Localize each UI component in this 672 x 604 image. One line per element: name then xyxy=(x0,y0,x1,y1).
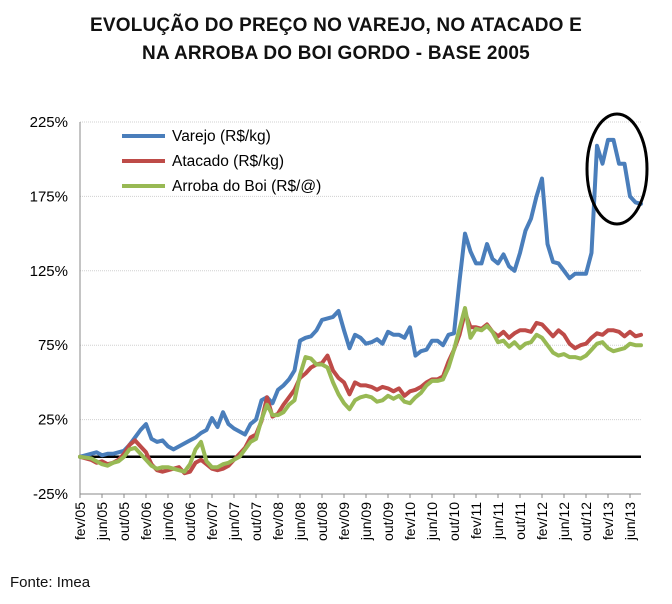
x-tick-label: fev/06 xyxy=(138,502,154,540)
y-tick-label: 25% xyxy=(38,412,68,429)
x-tick-label: out/06 xyxy=(182,502,198,541)
legend-label: Varejo (R$/kg) xyxy=(172,128,271,145)
chart-title-line-2: NA ARROBA DO BOI GORDO - BASE 2005 xyxy=(142,43,530,64)
x-tick-label: out/12 xyxy=(578,502,594,541)
series-line xyxy=(78,310,643,476)
x-tick-label: fev/10 xyxy=(402,502,418,540)
x-tick-label: jun/11 xyxy=(490,502,506,540)
x-tick-label: jun/08 xyxy=(292,502,308,541)
y-tick-label: 225% xyxy=(30,114,68,131)
x-tick-label: fev/13 xyxy=(600,502,616,540)
highlight-ellipse xyxy=(585,112,649,226)
x-tick-label: jun/05 xyxy=(94,502,110,541)
y-tick-label: 75% xyxy=(38,337,68,354)
x-tick-label: fev/11 xyxy=(468,502,484,539)
x-tick-label: out/09 xyxy=(380,502,396,541)
x-tick-label: jun/07 xyxy=(226,502,242,541)
y-tick-label: 175% xyxy=(30,188,68,205)
x-tick-label: out/05 xyxy=(116,502,132,541)
x-tick-label: jun/10 xyxy=(424,502,440,541)
y-axis: 225% 175% 125% 75% 25% -25% xyxy=(30,114,81,503)
series-line xyxy=(78,306,643,474)
y-tick-label: -25% xyxy=(33,486,68,503)
x-tick-label: jun/13 xyxy=(622,502,638,541)
source-note: Fonte: Imea xyxy=(10,574,91,591)
x-tick-label: out/07 xyxy=(248,502,264,541)
chart-title: EVOLUÇÃO DO PREÇO NO VAREJO, NO ATACADO … xyxy=(0,12,672,68)
legend-label: Arroba do Boi (R$/@) xyxy=(172,178,321,195)
grid-lines xyxy=(80,121,641,495)
x-tick-label: out/08 xyxy=(314,502,330,541)
series-lines xyxy=(78,137,643,476)
x-tick-label: out/10 xyxy=(446,502,462,541)
x-tick-label: jun/06 xyxy=(160,502,176,541)
chart-title-line-1: EVOLUÇÃO DO PREÇO NO VAREJO, NO ATACADO … xyxy=(89,15,583,36)
legend-label: Atacado (R$/kg) xyxy=(172,153,284,170)
legend: Varejo (R$/kg) Atacado (R$/kg) Arroba do B… xyxy=(122,128,321,195)
y-tick-label: 125% xyxy=(30,263,68,280)
x-axis: fev/05 jun/05 out/05 fev/06 jun/06 out/06 fev/… xyxy=(72,493,641,541)
x-tick-label: fev/07 xyxy=(204,502,220,540)
x-tick-label: fev/05 xyxy=(72,502,88,540)
x-tick-label: jun/12 xyxy=(556,502,572,541)
x-tick-label: out/11 xyxy=(512,502,528,540)
x-tick-label: fev/09 xyxy=(336,502,352,540)
x-tick-label: fev/12 xyxy=(534,502,550,540)
series-line xyxy=(78,137,643,459)
x-tick-label: fev/08 xyxy=(270,502,286,540)
x-tick-label: jun/09 xyxy=(358,502,374,541)
